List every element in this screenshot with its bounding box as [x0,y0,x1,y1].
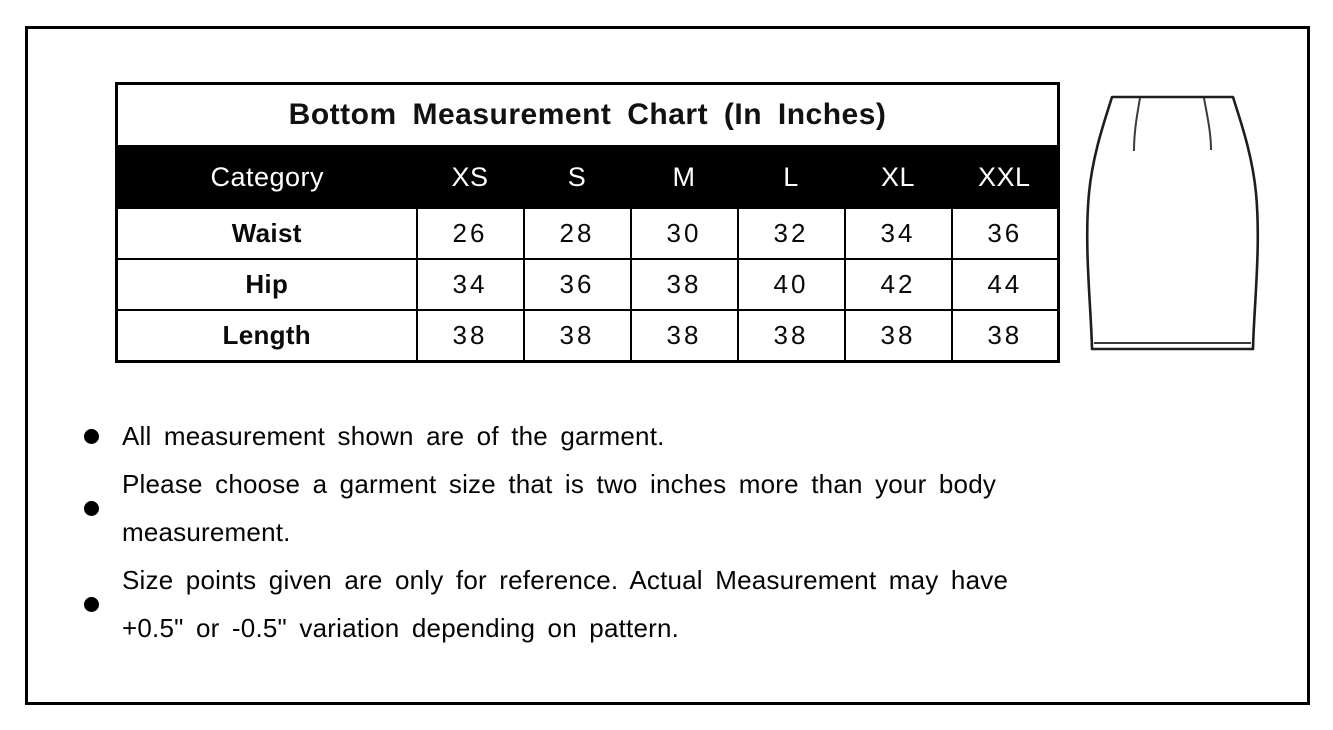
note-line: All measurement shown are of the garment… [122,421,665,451]
notes-list: All measurement shown are of the garment… [84,412,1094,652]
measurement-value: 26 [415,207,525,260]
measurement-value: 38 [629,309,739,363]
column-header-xl: XL [844,146,952,208]
note-line: Size points given are only for reference… [122,565,1009,595]
measurement-value: 44 [950,258,1060,311]
measurement-value: 38 [415,309,525,363]
title-row: Bottom Measurement Chart (In Inches) [116,83,1059,147]
chart-title: Bottom Measurement Chart (In Inches) [116,83,1059,147]
note-line: Please choose a garment size that is two… [122,469,997,499]
measurement-value: 38 [736,309,846,363]
measurement-value: 38 [950,309,1060,363]
table-row-hip: Hip 34 36 38 40 42 44 [115,258,1060,311]
size-chart-table: Bottom Measurement Chart (In Inches) Cat… [115,82,1061,363]
note-item: Please choose a garment size that is two… [84,460,1094,556]
measurement-value: 40 [736,258,846,311]
measurement-value: 42 [843,258,953,311]
row-label: Length [115,309,418,363]
note-item: All measurement shown are of the garment… [84,412,1094,460]
measurement-value: 34 [843,207,953,260]
measurement-value: 38 [843,309,953,363]
header-row: Category XS S M L XL XXL [116,146,1059,208]
measurement-value: 36 [950,207,1060,260]
column-header-s: S [523,146,631,208]
table-row-waist: Waist 26 28 30 32 34 36 [115,207,1060,260]
bullet-icon [84,428,99,444]
column-header-m: M [630,146,738,208]
bullet-icon [84,596,99,612]
column-header-l: L [737,146,845,208]
row-label: Waist [115,207,418,260]
column-header-xxl: XXL [951,146,1059,208]
measurement-value: 32 [736,207,846,260]
column-header-category: Category [116,146,417,208]
measurement-value: 36 [522,258,632,311]
column-header-xs: XS [416,146,524,208]
measurement-value: 38 [629,258,739,311]
note-line: measurement. [122,517,291,547]
pencil-skirt-illustration [1085,95,1260,351]
table-row-length: Length 38 38 38 38 38 38 [115,309,1060,363]
measurement-value: 28 [522,207,632,260]
measurement-value: 38 [522,309,632,363]
measurement-value: 30 [629,207,739,260]
measurement-value: 34 [415,258,525,311]
bullet-icon [84,500,99,516]
row-label: Hip [115,258,418,311]
note-line: +0.5" or -0.5" variation depending on pa… [122,613,680,643]
note-item: Size points given are only for reference… [84,556,1094,652]
